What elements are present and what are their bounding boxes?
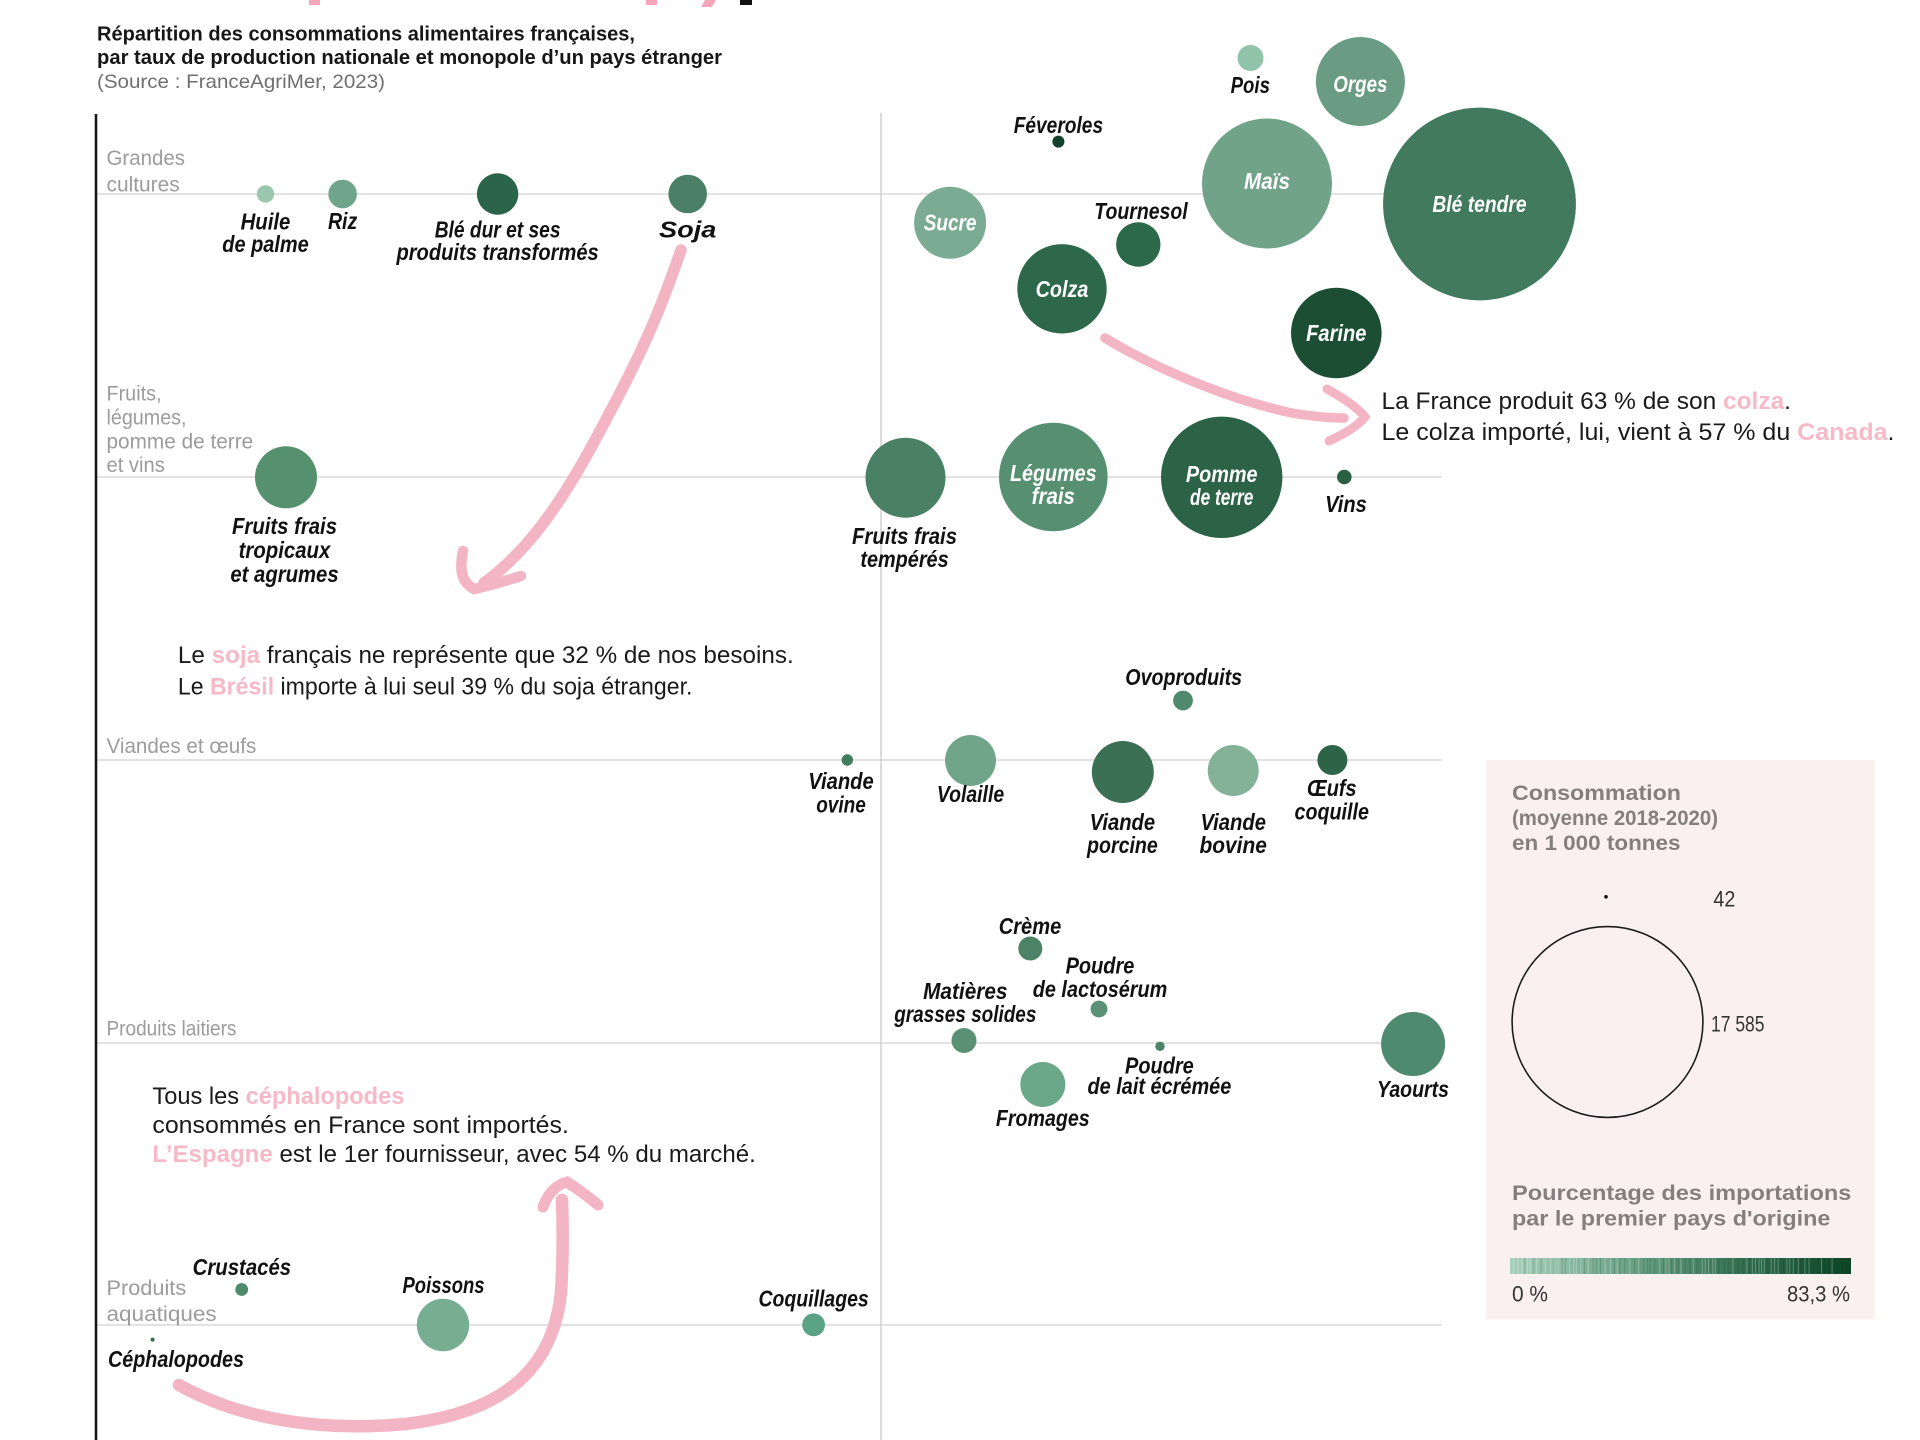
svg-text:Soja: Soja xyxy=(659,217,716,243)
svg-text:tempérés: tempérés xyxy=(860,546,948,572)
svg-text:Pourcentage des importations: Pourcentage des importations xyxy=(1512,1182,1851,1205)
svg-text:Maïs: Maïs xyxy=(1244,168,1290,194)
svg-text:83,3 %: 83,3 % xyxy=(1787,1282,1850,1307)
svg-text:par le premier pays d'origine: par le premier pays d'origine xyxy=(1512,1207,1830,1230)
svg-text:Légumes: Légumes xyxy=(1010,460,1097,486)
svg-text:bovine: bovine xyxy=(1200,832,1267,858)
svg-text:et agrumes: et agrumes xyxy=(230,561,338,587)
svg-text:coquille: coquille xyxy=(1295,799,1369,825)
svg-text:Pois: Pois xyxy=(1231,72,1270,98)
svg-text:Le Brésil importe à lui seul 3: Le Brésil importe à lui seul 39 % du soj… xyxy=(178,674,693,701)
svg-text:légumes,: légumes, xyxy=(107,407,187,430)
svg-text:Orges: Orges xyxy=(1333,71,1387,97)
svg-text:42: 42 xyxy=(1713,886,1735,911)
svg-text:grasses solides: grasses solides xyxy=(893,1001,1036,1027)
svg-text:Viande: Viande xyxy=(1200,809,1266,835)
svg-text:La France produit 63 % de son: La France produit 63 % de son colza. xyxy=(1382,388,1792,415)
svg-text:0 %: 0 % xyxy=(1512,1282,1548,1307)
svg-text:Consommation: Consommation xyxy=(1512,782,1681,805)
svg-text:Volaille: Volaille xyxy=(937,781,1004,807)
svg-text:porcine: porcine xyxy=(1086,832,1158,858)
svg-text:Colza: Colza xyxy=(1036,276,1089,302)
svg-text:de palme: de palme xyxy=(222,231,309,257)
svg-text:Pomme: Pomme xyxy=(1186,461,1258,487)
svg-text:Grandes: Grandes xyxy=(107,147,186,170)
svg-text:Tournesol: Tournesol xyxy=(1094,198,1188,224)
svg-text:Fruits frais: Fruits frais xyxy=(852,523,957,549)
svg-text:Produits: Produits xyxy=(107,1277,187,1300)
svg-text:(Source : FranceAgriMer, 2023): (Source : FranceAgriMer, 2023) xyxy=(97,71,385,93)
svg-text:Huile: Huile xyxy=(241,209,291,235)
svg-text:Ovoproduits: Ovoproduits xyxy=(1125,664,1242,690)
svg-text:Produits laitiers: Produits laitiers xyxy=(107,1018,237,1041)
svg-text:Viandes et œufs: Viandes et œufs xyxy=(107,735,257,758)
svg-text:Poudre: Poudre xyxy=(1066,953,1135,979)
svg-text:en 1 000 tonnes: en 1 000 tonnes xyxy=(1512,832,1681,855)
svg-text:Viande: Viande xyxy=(1090,809,1156,835)
svg-text:Poissons: Poissons xyxy=(403,1272,485,1298)
svg-text:de lait écrémée: de lait écrémée xyxy=(1088,1073,1232,1099)
svg-text:Farine: Farine xyxy=(1306,320,1367,346)
svg-text:de terre: de terre xyxy=(1190,484,1253,510)
svg-text:Viande: Viande xyxy=(808,768,874,794)
svg-text:Le soja français ne représente: Le soja français ne représente que 32 % … xyxy=(178,642,794,669)
svg-text:cultures: cultures xyxy=(107,173,180,196)
svg-text:Œufs: Œufs xyxy=(1307,775,1357,801)
svg-text:tropicaux: tropicaux xyxy=(239,537,331,563)
svg-text:pomme de terre: pomme de terre xyxy=(107,431,254,454)
svg-text:Sucre: Sucre xyxy=(924,210,977,236)
svg-text:consommés en France sont impor: consommés en France sont importés. xyxy=(152,1112,569,1139)
svg-text:Blé tendre: Blé tendre xyxy=(1432,191,1526,217)
svg-text:Poudre: Poudre xyxy=(1125,1053,1194,1079)
svg-text:par taux de production nationa: par taux de production nationale et mono… xyxy=(97,47,722,69)
svg-text:Le colza importé, lui, vient à: Le colza importé, lui, vient à 57 % du C… xyxy=(1382,419,1895,446)
svg-text:ovine: ovine xyxy=(816,792,866,818)
svg-text:Crustacés: Crustacés xyxy=(193,1254,292,1280)
svg-text:Crème: Crème xyxy=(999,913,1062,939)
svg-text:Répartition des consommations: Répartition des consommations alimentair… xyxy=(97,24,635,46)
svg-text:frais: frais xyxy=(1032,483,1075,509)
svg-text:aquatiques: aquatiques xyxy=(107,1303,217,1326)
svg-text:Blé dur et ses: Blé dur et ses xyxy=(435,217,561,243)
svg-text:L’Espagne est le 1er fournisse: L’Espagne est le 1er fournisseur, avec 5… xyxy=(152,1141,755,1168)
svg-text:de lactosérum: de lactosérum xyxy=(1033,976,1167,1002)
svg-text:Fromages: Fromages xyxy=(996,1105,1090,1131)
svg-text:Coquillages: Coquillages xyxy=(759,1286,869,1312)
svg-text:(moyenne 2018-2020): (moyenne 2018-2020) xyxy=(1512,807,1718,830)
svg-text:Vins: Vins xyxy=(1325,491,1367,517)
svg-text:Matières: Matières xyxy=(923,978,1007,1004)
svg-text:17 585: 17 585 xyxy=(1711,1012,1765,1037)
svg-text:Yaourts: Yaourts xyxy=(1377,1076,1449,1102)
svg-text:Tous les céphalopodes: Tous les céphalopodes xyxy=(152,1083,404,1110)
svg-text:Céphalopodes: Céphalopodes xyxy=(108,1346,244,1372)
svg-text:Fruits frais: Fruits frais xyxy=(232,513,337,539)
svg-text:et vins: et vins xyxy=(107,454,165,477)
svg-text:Féveroles: Féveroles xyxy=(1014,112,1103,138)
svg-text:Fruits,: Fruits, xyxy=(107,383,162,406)
svg-text:Riz: Riz xyxy=(328,208,357,234)
svg-text:produits transformés: produits transformés xyxy=(396,239,599,265)
